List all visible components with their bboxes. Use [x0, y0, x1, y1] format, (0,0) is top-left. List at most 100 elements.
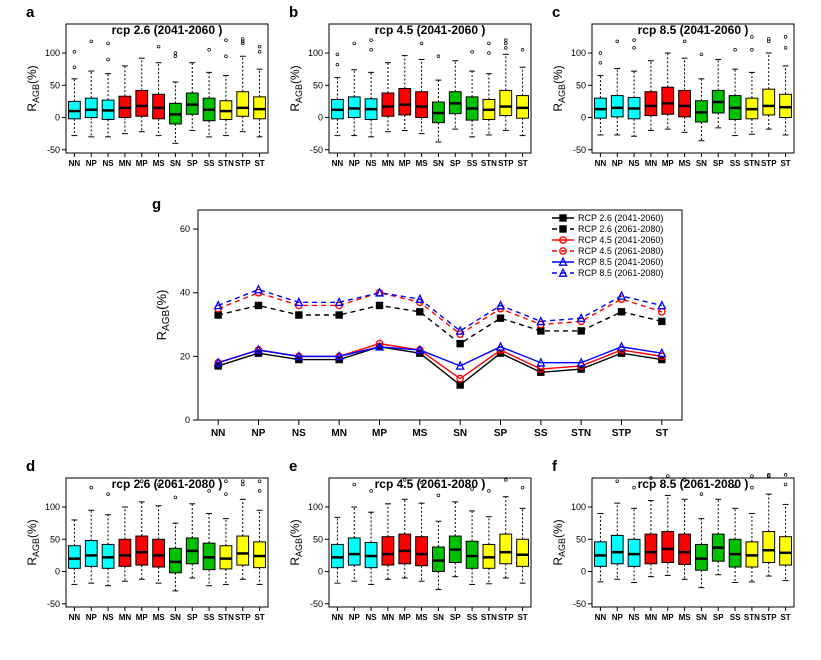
svg-text:SN: SN [433, 613, 444, 622]
svg-text:STN: STN [481, 613, 497, 622]
svg-text:MP: MP [399, 159, 412, 168]
svg-text:NS: NS [366, 613, 378, 622]
svg-text:ST: ST [517, 613, 527, 622]
svg-text:SP: SP [187, 159, 198, 168]
panel-title-e: rcp 4.5 (2061-2080 ) [375, 477, 486, 491]
svg-text:STP: STP [498, 159, 514, 168]
svg-text:NN: NN [332, 159, 344, 168]
svg-text:NN: NN [69, 159, 81, 168]
panel-letter-a: a [26, 4, 34, 21]
y-axis-label: RAGB(%) [551, 519, 567, 565]
svg-text:SP: SP [713, 613, 724, 622]
svg-text:MN: MN [331, 428, 347, 439]
svg-text:0: 0 [581, 567, 586, 577]
svg-text:0: 0 [318, 113, 323, 123]
svg-text:STP: STP [498, 613, 514, 622]
panel-title-d: rcp 2.6 (2061-2080 ) [112, 477, 223, 491]
panel-title-f: rcp 8.5 (2061-2080 ) [638, 477, 749, 491]
svg-text:0: 0 [55, 567, 60, 577]
svg-text:MN: MN [119, 159, 132, 168]
svg-text:SP: SP [450, 613, 461, 622]
svg-text:NN: NN [595, 613, 607, 622]
panel-title-b: rcp 4.5 (2041-2060 ) [375, 23, 486, 37]
y-axis-label: RAGB(%) [25, 519, 41, 565]
svg-text:NP: NP [86, 159, 98, 168]
y-axis-label: RAGB(%) [551, 65, 567, 111]
svg-text:MP: MP [399, 613, 412, 622]
svg-text:SN: SN [433, 159, 444, 168]
svg-text:40: 40 [180, 288, 190, 298]
svg-text:NS: NS [103, 159, 115, 168]
svg-text:100: 100 [308, 502, 323, 512]
svg-text:STN: STN [218, 613, 234, 622]
svg-text:ST: ST [780, 613, 790, 622]
svg-text:ST: ST [254, 613, 264, 622]
svg-text:SN: SN [696, 159, 707, 168]
panel-letter-c: c [552, 4, 560, 21]
svg-text:NP: NP [612, 613, 624, 622]
svg-text:STN: STN [744, 613, 760, 622]
svg-text:50: 50 [50, 534, 60, 544]
svg-text:STN: STN [218, 159, 234, 168]
panel-letter-f: f [552, 458, 557, 475]
svg-text:MS: MS [153, 159, 166, 168]
svg-text:SS: SS [467, 159, 478, 168]
panel-title-a: rcp 2.6 (2041-2060 ) [112, 23, 223, 37]
panel-letter-b: b [289, 4, 298, 21]
svg-text:SS: SS [204, 613, 215, 622]
svg-text:MS: MS [679, 159, 692, 168]
svg-text:MP: MP [662, 159, 675, 168]
svg-text:NS: NS [103, 613, 115, 622]
panel-letter-e: e [289, 458, 297, 475]
svg-text:MS: MS [153, 613, 166, 622]
boxplot-panel-b: brcp 4.5 (2041-2060 )-50050100RAGB(%)NNN… [287, 6, 537, 181]
svg-text:NN: NN [332, 613, 344, 622]
svg-text:RCP 4.5 (2061-2080): RCP 4.5 (2061-2080) [578, 246, 663, 256]
svg-text:SS: SS [204, 159, 215, 168]
svg-text:NS: NS [629, 613, 641, 622]
svg-text:NP: NP [86, 613, 98, 622]
svg-text:NN: NN [211, 428, 225, 439]
svg-text:STP: STP [235, 159, 251, 168]
svg-text:MS: MS [416, 613, 429, 622]
svg-text:-50: -50 [47, 599, 60, 609]
svg-text:SS: SS [534, 428, 548, 439]
panel-letter-d: d [26, 458, 35, 475]
svg-text:STN: STN [481, 159, 497, 168]
svg-text:MN: MN [645, 613, 658, 622]
svg-text:RCP 4.5 (2041-2060): RCP 4.5 (2041-2060) [578, 235, 663, 245]
svg-text:50: 50 [313, 80, 323, 90]
panel-letter-g: g [152, 196, 161, 213]
svg-text:60: 60 [180, 224, 190, 234]
svg-text:100: 100 [571, 502, 586, 512]
y-axis-label: RAGB(%) [288, 519, 304, 565]
svg-text:100: 100 [571, 48, 586, 58]
svg-text:0: 0 [55, 113, 60, 123]
svg-text:MS: MS [412, 428, 427, 439]
svg-text:MP: MP [136, 613, 149, 622]
svg-text:ST: ST [254, 159, 264, 168]
svg-text:NS: NS [292, 428, 306, 439]
svg-text:SP: SP [494, 428, 508, 439]
svg-text:SS: SS [730, 613, 741, 622]
svg-text:100: 100 [45, 502, 60, 512]
svg-text:MP: MP [372, 428, 387, 439]
svg-text:SN: SN [453, 428, 467, 439]
svg-text:SN: SN [696, 613, 707, 622]
svg-text:50: 50 [576, 534, 586, 544]
svg-text:ST: ST [517, 159, 527, 168]
svg-text:50: 50 [313, 534, 323, 544]
boxplot-panel-f: frcp 8.5 (2061-2080 )-50050100RAGB(%)NNN… [550, 460, 800, 635]
svg-text:50: 50 [576, 80, 586, 90]
svg-text:MP: MP [662, 613, 675, 622]
svg-text:RCP 2.6 (2041-2060): RCP 2.6 (2041-2060) [578, 213, 663, 223]
svg-text:0: 0 [185, 415, 190, 425]
svg-text:MN: MN [645, 159, 658, 168]
svg-text:STP: STP [612, 428, 632, 439]
svg-text:MN: MN [382, 613, 395, 622]
svg-text:MS: MS [679, 613, 692, 622]
boxplot-panel-e: ercp 4.5 (2061-2080 )-50050100RAGB(%)NNN… [287, 460, 537, 635]
svg-text:RCP 8.5 (2061-2080): RCP 8.5 (2061-2080) [578, 268, 663, 278]
svg-text:STP: STP [761, 613, 777, 622]
svg-text:SP: SP [450, 159, 461, 168]
